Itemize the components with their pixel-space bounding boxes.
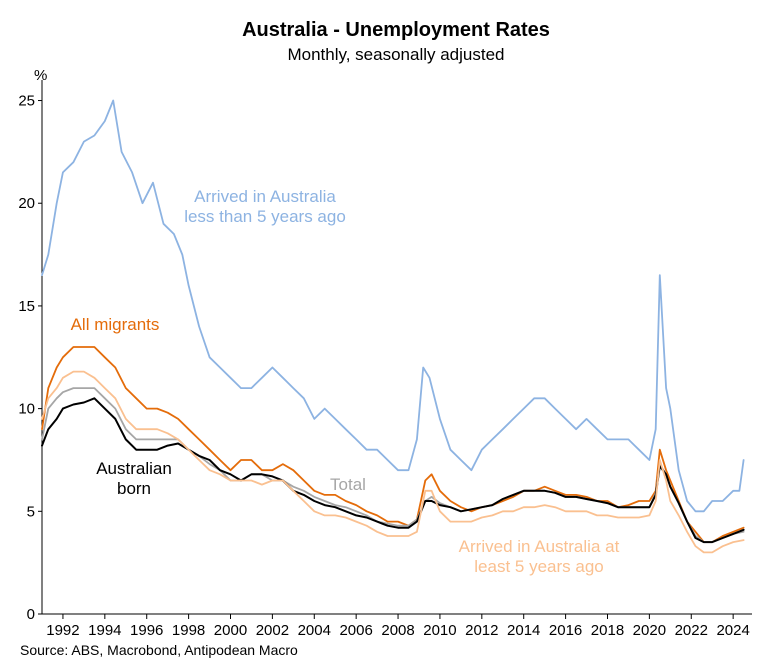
series-layer — [41, 99, 745, 554]
series-label-australian-born-line1: Australian — [96, 459, 172, 478]
x-tick-label: 2000 — [214, 622, 247, 639]
x-tick-label: 2008 — [381, 622, 414, 639]
x-tick-label: 1998 — [172, 622, 205, 639]
chart-subtitle: Monthly, seasonally adjusted — [287, 45, 504, 64]
series-line-arrived-in-australia-less-than-5-years-ago — [41, 99, 745, 513]
y-tick-label: 0 — [27, 606, 35, 623]
x-tick-label: 2016 — [549, 622, 582, 639]
x-tick-label: 2012 — [465, 622, 498, 639]
series-label-total: Total — [330, 475, 366, 494]
x-tick-label: 2006 — [339, 622, 372, 639]
axes: 0 5 10 15 20 25 1992 1994 1996 1998 2000 2002 2004 20… — [18, 80, 752, 639]
series-line-australian-born — [41, 397, 745, 544]
x-tick-label: 2004 — [298, 622, 331, 639]
y-tick-label: 25 — [18, 93, 35, 110]
y-tick-label: 5 — [27, 503, 35, 520]
series-label-recent-arrivals-line2: less than 5 years ago — [184, 207, 346, 226]
source-note: Source: ABS, Macrobond, Antipodean Macro — [20, 642, 298, 658]
y-axis-unit-label: % — [34, 67, 47, 84]
x-tick-label: 2018 — [591, 622, 624, 639]
series-label-established-arrivals-line1: Arrived in Australia at — [459, 537, 620, 556]
x-tick-label: 1996 — [130, 622, 163, 639]
x-tick-label: 1994 — [88, 622, 121, 639]
x-tick-label: 2002 — [256, 622, 289, 639]
series-label-established-arrivals-line2: least 5 years ago — [474, 557, 603, 576]
series-line-arrived-in-australia-at-least-5-years-ago — [41, 370, 745, 554]
series-label-all-migrants: All migrants — [71, 315, 160, 334]
y-tick-label: 10 — [18, 401, 35, 418]
y-tick-label: 15 — [18, 298, 35, 315]
x-tick-label: 2020 — [633, 622, 666, 639]
series-label-recent-arrivals-line1: Arrived in Australia — [194, 187, 336, 206]
chart-title: Australia - Unemployment Rates — [242, 19, 550, 41]
series-line-all-migrants — [41, 346, 745, 543]
x-tick-label: 2022 — [675, 622, 708, 639]
series-label-australian-born-line2: born — [117, 479, 151, 498]
y-tick-label: 20 — [18, 195, 35, 212]
x-tick-label: 1992 — [46, 622, 79, 639]
x-tick-label: 2010 — [423, 622, 456, 639]
x-tick-label: 2024 — [716, 622, 749, 639]
x-tick-label: 2014 — [507, 622, 540, 639]
